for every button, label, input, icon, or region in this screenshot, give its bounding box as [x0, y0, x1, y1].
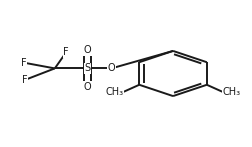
- Text: O: O: [107, 63, 115, 73]
- Text: CH₃: CH₃: [222, 87, 240, 97]
- Text: S: S: [84, 63, 90, 73]
- Text: F: F: [63, 47, 69, 57]
- Text: CH₃: CH₃: [105, 87, 123, 97]
- Text: F: F: [22, 75, 27, 85]
- Text: O: O: [83, 45, 91, 55]
- Text: O: O: [83, 82, 91, 92]
- Text: F: F: [20, 58, 26, 68]
